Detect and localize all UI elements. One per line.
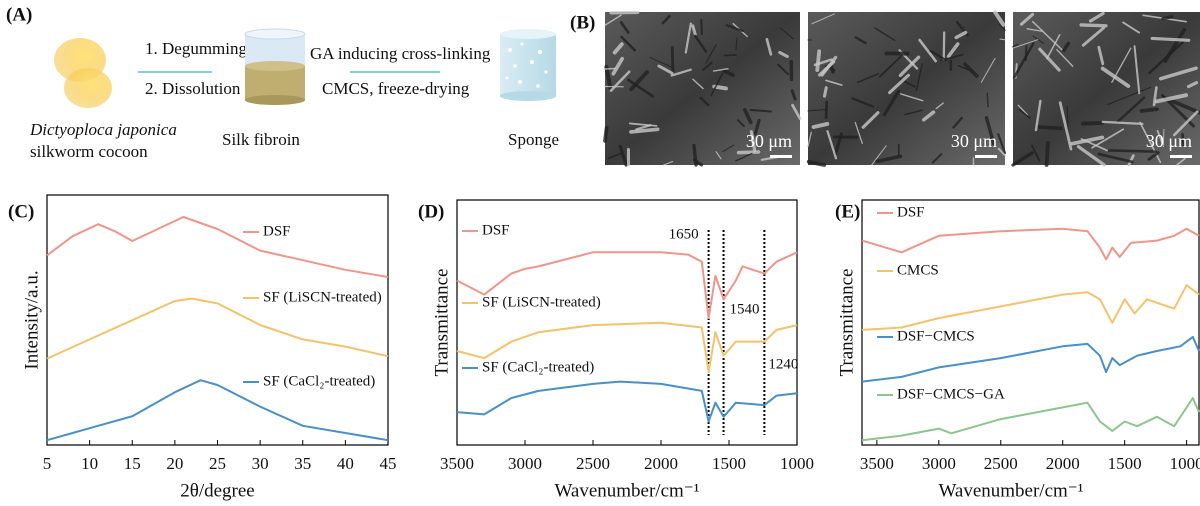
scale-bar-label: 30 μm (746, 131, 792, 151)
scale-bar (1170, 155, 1192, 158)
panel-label: (B) (570, 12, 595, 33)
fiber (1163, 17, 1172, 19)
sem-images: 30 μm 30 μm 30 μm (605, 12, 1200, 165)
legend-label: CMCS (897, 262, 939, 278)
marker-label: 1240 (768, 356, 798, 372)
spectrum-line (457, 382, 797, 422)
x-tick-label: 15 (124, 454, 141, 473)
source-name: Dictyoploca japonica (29, 120, 177, 139)
x-tick-label: 10 (81, 454, 98, 473)
step: 2. Dissolution (145, 79, 241, 98)
legend-label: DSF (897, 204, 925, 220)
product-name: Sponge (508, 130, 559, 149)
legend-label: SF (LiSCN-treated) (263, 289, 382, 305)
legend-label: DSF (482, 222, 510, 238)
sponge-icon (500, 29, 556, 101)
intermediate-name: Silk fibroin (222, 130, 300, 149)
x-tick-label: 3000 (508, 454, 542, 473)
spectrum-line (47, 217, 388, 277)
fibroin-icon (245, 29, 305, 105)
spectrum-line (862, 285, 1199, 330)
scale-bar-label: 30 μm (951, 131, 997, 151)
scale-bar-label: 30 μm (1146, 131, 1192, 151)
fiber (605, 128, 607, 141)
x-axis-title: 2θ/degree (180, 480, 255, 501)
x-tick-label: 2500 (984, 454, 1018, 473)
step: CMCS, freeze-drying (322, 79, 470, 98)
fiber (672, 47, 673, 71)
x-tick-label: 3500 (440, 454, 474, 473)
marker-label: 1650 (669, 226, 699, 242)
y-axis-title: Intensity/a.u. (21, 270, 42, 369)
fiber (1000, 39, 1005, 40)
x-axis-title: Wavenumber/cm⁻¹ (554, 480, 699, 501)
x-tick-label: 2000 (644, 454, 678, 473)
x-tick-label: 3000 (922, 454, 956, 473)
x-tick-label: 5 (43, 454, 52, 473)
fiber (701, 20, 702, 34)
legend-label: DSF−CMCS (897, 328, 975, 344)
x-tick-label: 1500 (1108, 454, 1142, 473)
x-tick-label: 45 (380, 454, 397, 473)
x-tick-label: 30 (252, 454, 269, 473)
y-axis-title: Transmittance (836, 268, 857, 376)
plot-frame (47, 195, 388, 445)
x-axis-title: Wavenumber/cm⁻¹ (938, 480, 1083, 501)
y-axis-title: Transmittance (431, 268, 452, 376)
legend-label: DSF−CMCS−GA (897, 386, 1005, 402)
x-tick-label: 40 (337, 454, 354, 473)
fiber (724, 55, 736, 56)
x-tick-label: 2000 (1046, 454, 1080, 473)
x-tick-label: 1000 (780, 454, 814, 473)
source-name: silkworm cocoon (30, 142, 148, 161)
x-tick-label: 25 (209, 454, 226, 473)
x-tick-label: 1000 (1170, 454, 1200, 473)
marker-label: 1540 (730, 301, 760, 317)
scale-bar (770, 155, 792, 158)
step: 1. Degumming (145, 39, 247, 58)
fiber (1047, 143, 1048, 165)
panel-label: (E) (835, 201, 860, 222)
spectrum-line (862, 229, 1199, 260)
plot-frame (862, 200, 1199, 445)
spectrum-line (862, 398, 1199, 440)
legend-label: SF (CaCl₂-treated) (482, 359, 594, 375)
fiber (817, 51, 819, 70)
fiber (987, 93, 988, 106)
scale-bar (975, 155, 997, 158)
legend-label: SF (LiSCN-treated) (482, 294, 601, 310)
fiber (1152, 38, 1189, 40)
fiber (825, 88, 827, 96)
panel-label: (A) (6, 4, 32, 25)
x-tick-label: 35 (294, 454, 311, 473)
fiber (1083, 123, 1102, 124)
figure: (A) 1. Degumming 2. Dissolution GA induc… (0, 0, 1200, 506)
legend-label: SF (CaCl₂-treated) (263, 373, 375, 389)
fiber (739, 152, 759, 153)
panel-label: (C) (8, 201, 34, 222)
fiber (605, 68, 615, 69)
spectrum-line (47, 299, 388, 359)
x-tick-label: 3500 (860, 454, 894, 473)
fiber (1039, 127, 1061, 128)
legend-label: DSF (263, 223, 291, 239)
x-tick-label: 20 (166, 454, 183, 473)
panel-label: (D) (418, 201, 444, 222)
fiber (1142, 109, 1157, 111)
x-tick-label: 1500 (712, 454, 746, 473)
cocoon-icon (54, 38, 112, 108)
x-tick-label: 2500 (576, 454, 610, 473)
step: GA inducing cross-linking (310, 44, 491, 63)
fiber (1081, 25, 1106, 26)
